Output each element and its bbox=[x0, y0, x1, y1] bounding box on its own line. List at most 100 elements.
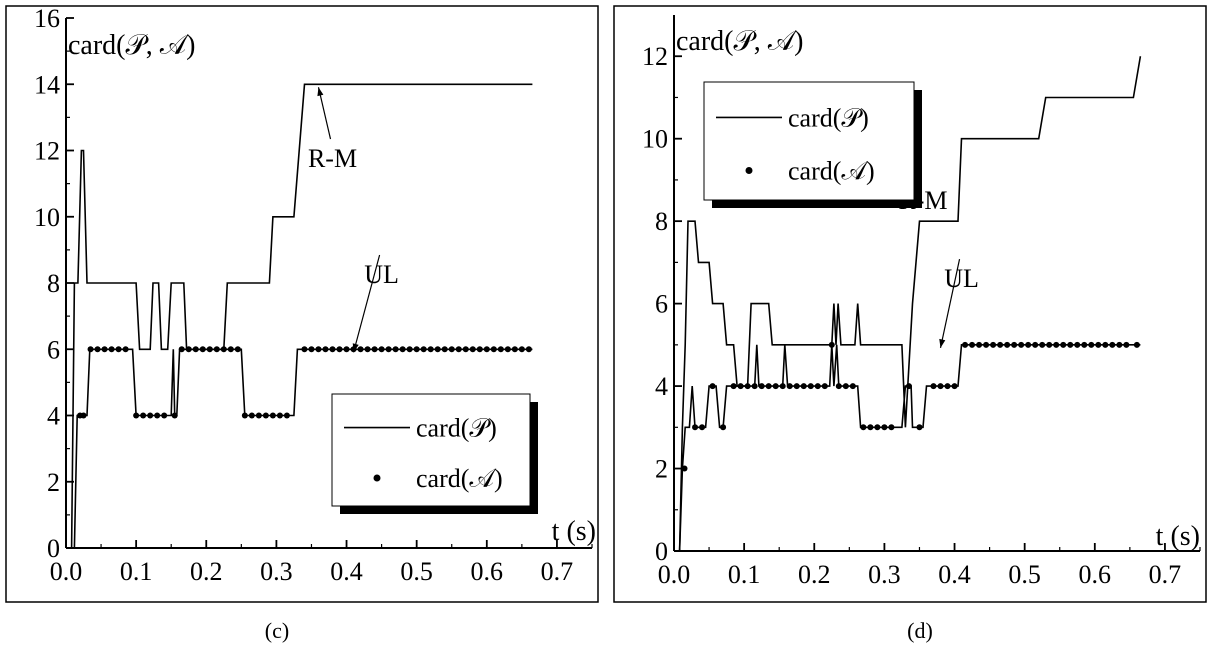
panel-c-data-point bbox=[192, 346, 199, 353]
panel-c-data-point bbox=[213, 346, 220, 353]
panel-d-data-point bbox=[765, 383, 772, 390]
panel-d-y-tick-label: 4 bbox=[655, 372, 668, 401]
panel-d-data-point bbox=[1102, 341, 1109, 348]
panel-d-data-point bbox=[842, 383, 849, 390]
panel-c-x-tick-label: 0.4 bbox=[330, 557, 363, 586]
panel-c-data-point bbox=[269, 412, 276, 419]
panel-d-x-tick-label: 0.6 bbox=[1079, 560, 1112, 589]
panel-c-data-point bbox=[227, 346, 234, 353]
panel-c-data-point bbox=[206, 346, 213, 353]
panel-c-data-point bbox=[413, 346, 420, 353]
panel-d-data-point bbox=[1081, 341, 1088, 348]
panel-d-x-tick-label: 0.2 bbox=[798, 560, 831, 589]
panel-d-data-point bbox=[751, 383, 758, 390]
panel-d-data-point bbox=[944, 383, 951, 390]
panel-c-data-point bbox=[220, 346, 227, 353]
panel-c-y-tick-label: 0 bbox=[47, 534, 60, 563]
panel-d-data-point bbox=[990, 341, 997, 348]
panel-c-y-tick-label: 8 bbox=[47, 269, 60, 298]
panel-d-data-point bbox=[779, 383, 786, 390]
panel-d-axes: 0 2 4 6 8 10 12 0.0 0.1 0.2 0.3 0.4 0.5 0.6 0.7 bbox=[642, 15, 1201, 589]
panel-d-annotation-arrowhead bbox=[939, 338, 946, 348]
panel-c-data-point bbox=[357, 346, 364, 353]
panel-d-x-tick-label: 0.0 bbox=[658, 560, 691, 589]
panel-d-legend: card(𝒫) card(𝒜) bbox=[703, 81, 922, 208]
panel-c-data-point bbox=[441, 346, 448, 353]
panel-c-legend-label-card-a: card(𝒜) bbox=[416, 464, 503, 493]
panel-c-y-tick-label: 6 bbox=[47, 335, 60, 364]
panel-d-data-point bbox=[849, 383, 856, 390]
panel-c-annotation-arrow bbox=[352, 254, 381, 353]
panel-d-data-point bbox=[905, 383, 912, 390]
panel-c-data-point bbox=[171, 412, 178, 419]
panel-d-data-point bbox=[962, 341, 969, 348]
panel-c-frame bbox=[5, 5, 599, 603]
panel-c-data-point bbox=[133, 412, 140, 419]
panel-c-data-point bbox=[147, 412, 154, 419]
panel-d-data-point bbox=[860, 424, 867, 431]
panel-c-data-point bbox=[483, 346, 490, 353]
panel-d-data-point bbox=[1039, 341, 1046, 348]
panel-d-data-point bbox=[1053, 341, 1060, 348]
panel-c-data-point bbox=[301, 346, 308, 353]
panel-c-data-point bbox=[434, 346, 441, 353]
panel-c-annotation-arrowhead bbox=[352, 343, 359, 353]
panel-d-data-point bbox=[720, 424, 727, 431]
panel-c-data-point bbox=[455, 346, 462, 353]
panel-c-y-tick-label: 4 bbox=[47, 402, 60, 431]
panel-d-data-point bbox=[758, 383, 765, 390]
panel-c-data-point bbox=[276, 412, 283, 419]
panel-d-data-point bbox=[1123, 341, 1130, 348]
panel-c-data-point bbox=[364, 346, 371, 353]
panel-c-data-point bbox=[336, 346, 343, 353]
panel-d-data-point bbox=[1088, 341, 1095, 348]
panel-c-annotation-label: R-M bbox=[308, 144, 357, 173]
panel-c-y-tick-label: 12 bbox=[34, 137, 60, 166]
panel-d-data-point bbox=[807, 383, 814, 390]
panel-c-data-point bbox=[248, 412, 255, 419]
panel-d-data-point bbox=[867, 424, 874, 431]
panel-c-legend: card(𝒫) card(𝒜) bbox=[331, 393, 538, 514]
panel-d-data-point bbox=[828, 341, 835, 348]
panel-c-data-point bbox=[80, 412, 87, 419]
panel-d-data-point bbox=[951, 383, 958, 390]
panel-c-data-point bbox=[322, 346, 329, 353]
panel-d-data-point bbox=[1046, 341, 1053, 348]
panel-d-data-point bbox=[835, 383, 842, 390]
panel-d-y-axis-label: card(𝒫, 𝒜) bbox=[676, 26, 804, 57]
panel-c-data-point bbox=[476, 346, 483, 353]
panel-c-data-point bbox=[392, 346, 399, 353]
panel-d-data-point bbox=[937, 383, 944, 390]
panel-c-axes: 0 2 4 6 8 10 12 14 16 0.0 0.1 0.2 0.3 0.4 0.5 0.6 0.7 bbox=[34, 4, 593, 586]
panel-c-data-point bbox=[101, 346, 108, 353]
panel-c-x-tick-label: 0.6 bbox=[471, 557, 504, 586]
panel-d-data-point bbox=[930, 383, 937, 390]
panel-c-series bbox=[66, 83, 533, 549]
panel-d-data-point bbox=[976, 341, 983, 348]
panel-d-data-point bbox=[916, 424, 923, 431]
panel-c-data-point bbox=[262, 412, 269, 419]
panel-c-data-point bbox=[108, 346, 115, 353]
panel-d-data-point bbox=[730, 383, 737, 390]
panel-d-legend-label-card-p: card(𝒫) bbox=[788, 103, 869, 132]
panel-c-data-point bbox=[378, 346, 385, 353]
panel-c-data-point bbox=[497, 346, 504, 353]
panel-c-legend-box bbox=[331, 393, 531, 507]
panel-c-data-point bbox=[462, 346, 469, 353]
panel-c-data-point bbox=[504, 346, 511, 353]
panel-d-data-point bbox=[997, 341, 1004, 348]
panel-c-data-point bbox=[315, 346, 322, 353]
panel-c-data-point bbox=[469, 346, 476, 353]
panel-d-annotation-label: UL bbox=[944, 264, 979, 293]
panel-c-y-tick-label: 16 bbox=[34, 4, 60, 33]
panel-d-y-tick-label: 2 bbox=[655, 455, 668, 484]
panel-d-data-point bbox=[709, 383, 716, 390]
panel-c-x-tick-label: 0.0 bbox=[50, 557, 83, 586]
panel-c-data-point bbox=[241, 412, 248, 419]
panel-c-annotation-label: UL bbox=[364, 260, 399, 289]
panel-d-data-point bbox=[874, 424, 881, 431]
panel-d-data-point bbox=[800, 383, 807, 390]
panel-d-data-point bbox=[786, 383, 793, 390]
panel-c-data-point bbox=[448, 346, 455, 353]
